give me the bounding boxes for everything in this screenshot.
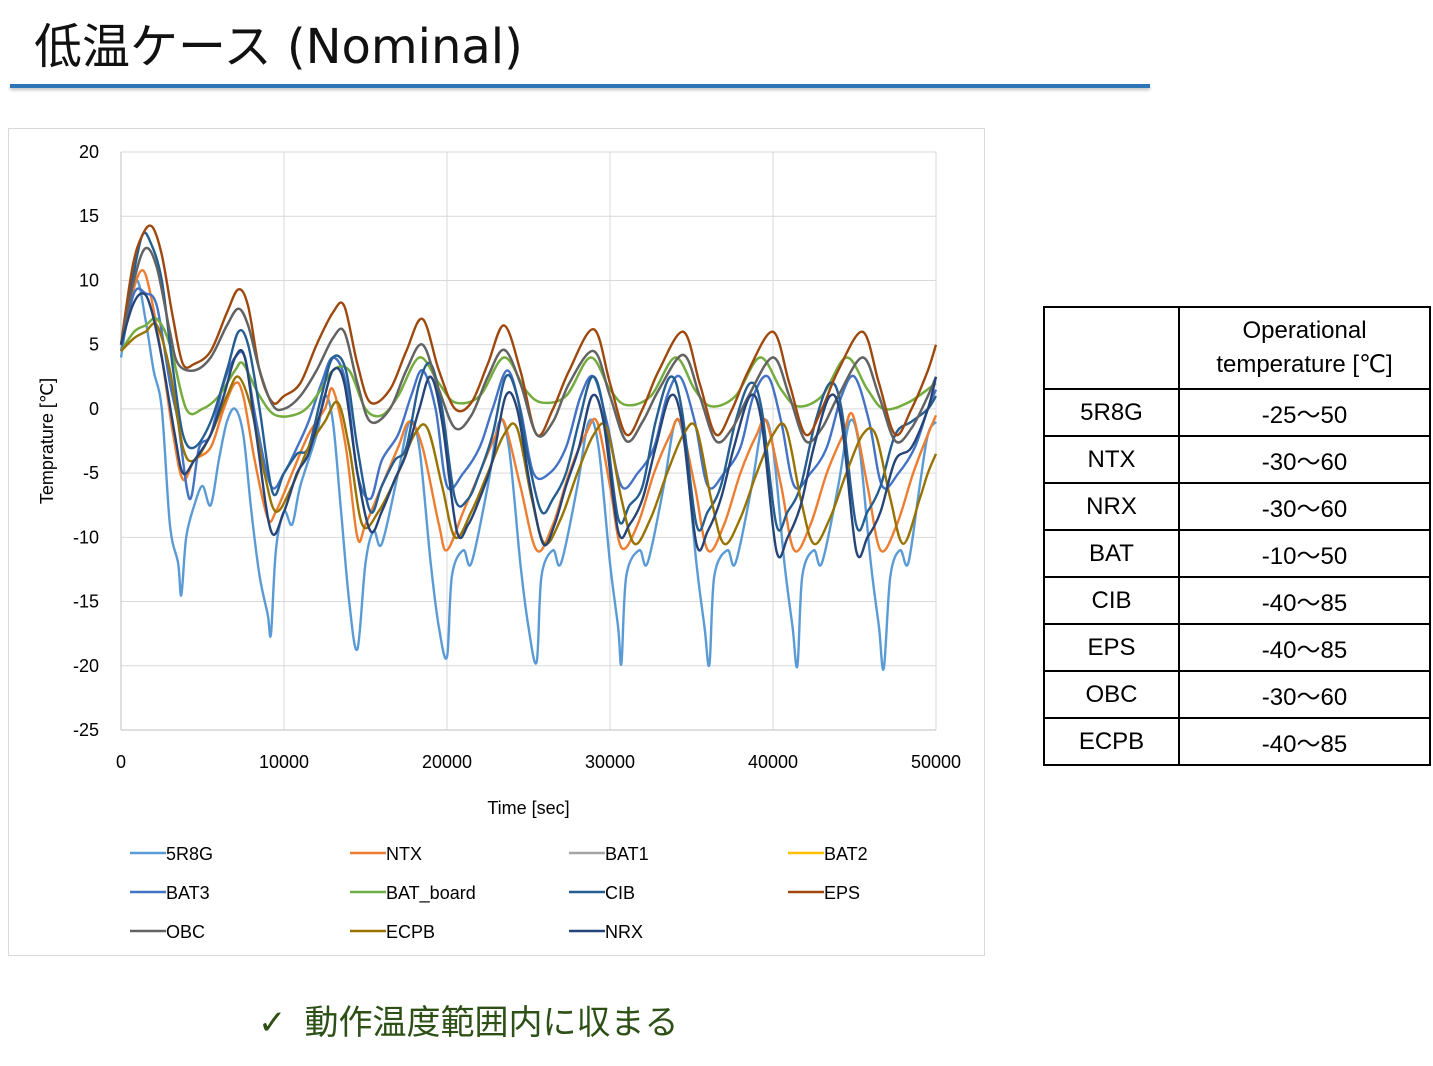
component-name: 5R8G — [1043, 388, 1180, 437]
table-row: EPS -40〜85 — [1043, 623, 1431, 672]
table-header-operational-temperature: Operational temperature [℃] — [1178, 306, 1431, 390]
legend-label-bat-board: BAT_board — [386, 883, 476, 904]
chart-container: 20 15 10 5 0 -5 -10 -15 -20 -25 0 10000 20000 30000 40… — [8, 128, 985, 956]
y-axis-label: Temprature [℃] — [37, 378, 57, 504]
table-header-line2: temperature [℃] — [1216, 351, 1393, 378]
y-tick-label: 20 — [79, 142, 99, 162]
y-tick-label: -20 — [73, 656, 99, 676]
legend-label-bat1: BAT1 — [605, 844, 649, 864]
legend-label-ecpb: ECPB — [386, 922, 435, 942]
component-range: -10〜50 — [1178, 529, 1431, 578]
component-range: -30〜60 — [1178, 670, 1431, 719]
component-name: OBC — [1043, 670, 1180, 719]
series-line-cib — [119, 231, 938, 532]
component-range: -40〜85 — [1178, 576, 1431, 625]
table-row: NTX -30〜60 — [1043, 435, 1431, 484]
check-icon: ✓ — [258, 1003, 287, 1043]
table-row: 5R8G -25〜50 — [1043, 388, 1431, 437]
legend-label-bat2: BAT2 — [824, 844, 868, 864]
component-range: -40〜85 — [1178, 717, 1431, 766]
x-tick-label: 40000 — [748, 752, 798, 772]
table-row: NRX -30〜60 — [1043, 482, 1431, 531]
conclusion: ✓ 動作温度範囲内に収まる — [258, 998, 679, 1048]
x-tick-label: 0 — [116, 752, 126, 772]
legend-label-ntx: NTX — [386, 844, 422, 864]
y-tick-label: 10 — [79, 270, 99, 290]
legend-label-5r8g: 5R8G — [166, 844, 213, 864]
y-tick-label: 0 — [89, 399, 99, 419]
legend-label-nrx: NRX — [605, 922, 643, 942]
table-header-row: Operational temperature [℃] — [1043, 306, 1431, 390]
table-header-line1: Operational — [1242, 317, 1367, 344]
component-name: BAT — [1043, 529, 1180, 578]
y-tick-label: 15 — [79, 206, 99, 226]
x-tick-label: 10000 — [259, 752, 309, 772]
series-line-5r8g — [119, 279, 938, 671]
y-tick-label: -10 — [73, 527, 99, 547]
conclusion-text: 動作温度範囲内に収まる — [304, 1003, 679, 1043]
component-name: CIB — [1043, 576, 1180, 625]
series-line-ecpb — [120, 322, 938, 546]
x-tick-label: 30000 — [585, 752, 635, 772]
table-row: BAT -10〜50 — [1043, 529, 1431, 578]
legend-label-cib: CIB — [605, 883, 635, 903]
series-line-eps — [119, 224, 938, 437]
x-tick-label: 20000 — [422, 752, 472, 772]
line-chart: 20 15 10 5 0 -5 -10 -15 -20 -25 0 10000 20000 30000 40… — [37, 142, 961, 942]
component-range: -25〜50 — [1178, 388, 1431, 437]
y-tick-label: 5 — [89, 335, 99, 355]
y-tick-label: -25 — [73, 720, 99, 740]
component-range: -40〜85 — [1178, 623, 1431, 672]
series-line-obc — [119, 246, 938, 444]
operational-temperature-table: Operational temperature [℃] 5R8G -25〜50 … — [1043, 306, 1431, 766]
table-header-blank — [1043, 306, 1180, 390]
table-row: ECPB -40〜85 — [1043, 717, 1431, 766]
page-title: 低温ケース (Nominal) — [34, 19, 523, 75]
component-range: -30〜60 — [1178, 482, 1431, 531]
y-tick-label: -5 — [83, 463, 99, 483]
component-name: ECPB — [1043, 717, 1180, 766]
component-range: -30〜60 — [1178, 435, 1431, 484]
legend-label-bat3: BAT3 — [166, 883, 210, 903]
table-row: OBC -30〜60 — [1043, 670, 1431, 719]
title-underline — [10, 84, 1150, 88]
component-name: NRX — [1043, 482, 1180, 531]
component-name: EPS — [1043, 623, 1180, 672]
table-row: CIB -40〜85 — [1043, 576, 1431, 625]
series-line-nrx — [119, 292, 938, 559]
x-axis-label: Time [sec] — [487, 798, 569, 818]
component-name: NTX — [1043, 435, 1180, 484]
x-tick-label: 50000 — [911, 752, 961, 772]
legend-label-eps: EPS — [824, 883, 860, 903]
legend-label-obc: OBC — [166, 922, 205, 942]
y-tick-label: -15 — [73, 592, 99, 612]
